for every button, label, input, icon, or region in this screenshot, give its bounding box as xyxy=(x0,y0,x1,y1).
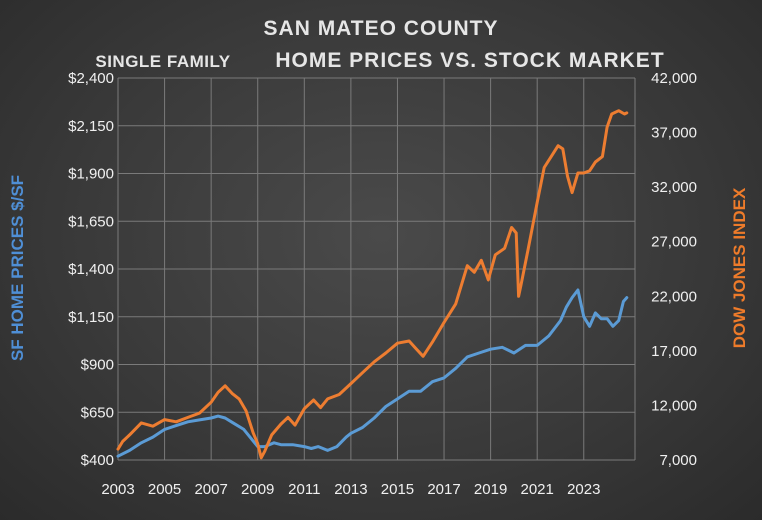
y-left-tick-label: $2,400 xyxy=(68,70,114,87)
series-line-dow-jones xyxy=(116,109,629,460)
x-tick-label: 2003 xyxy=(101,481,134,498)
y-left-tick-label: $1,400 xyxy=(68,261,114,278)
chart-title-line2-prefix: SINGLE FAMILY xyxy=(95,52,230,71)
y-left-tick-label: $2,150 xyxy=(68,118,114,135)
y-right-tick-label: 22,000 xyxy=(651,288,697,305)
y-right-tick-label: 37,000 xyxy=(651,125,697,142)
x-tick-label: 2007 xyxy=(194,481,227,498)
x-tick-label: 2015 xyxy=(381,481,414,498)
x-tick-label: 2023 xyxy=(567,481,600,498)
x-tick-label: 2005 xyxy=(148,481,181,498)
x-tick-label: 2011 xyxy=(288,481,320,498)
y-right-tick-label: 12,000 xyxy=(651,397,697,414)
x-tick-label: 2009 xyxy=(241,481,274,498)
x-tick-label: 2021 xyxy=(521,481,554,498)
series-layer xyxy=(116,109,629,460)
y-right-tick-label: 27,000 xyxy=(651,234,697,251)
tick-labels: 2003 2005 2007 2009 2011 2013 2015 2017 2019 2021… xyxy=(68,70,697,498)
x-tick-label: 2019 xyxy=(474,481,507,498)
y-right-tick-label: 17,000 xyxy=(651,343,697,360)
y-left-tick-label: $1,150 xyxy=(68,309,114,326)
y-right-tick-label: 42,000 xyxy=(651,70,697,87)
y-axis-right-label: DOW JONES INDEX xyxy=(730,187,749,348)
chart-title-line2-main: HOME PRICES VS. STOCK MARKET xyxy=(275,49,664,72)
series-line-home-prices xyxy=(116,288,629,458)
x-tick-label: 2017 xyxy=(427,481,460,498)
y-axis-left-label: SF HOME PRICES $/SF xyxy=(8,175,27,361)
y-right-tick-label: 7,000 xyxy=(659,452,697,469)
gridlines xyxy=(117,77,636,461)
y-right-tick-label: 32,000 xyxy=(651,179,697,196)
y-left-tick-label: $650 xyxy=(81,404,114,421)
y-left-tick-label: $1,650 xyxy=(68,213,114,230)
y-left-tick-label: $900 xyxy=(81,357,114,374)
chart-title-line1: SAN MATEO COUNTY xyxy=(264,17,499,40)
y-left-tick-label: $400 xyxy=(81,452,114,469)
y-left-tick-label: $1,900 xyxy=(68,166,114,183)
x-tick-label: 2013 xyxy=(334,481,367,498)
